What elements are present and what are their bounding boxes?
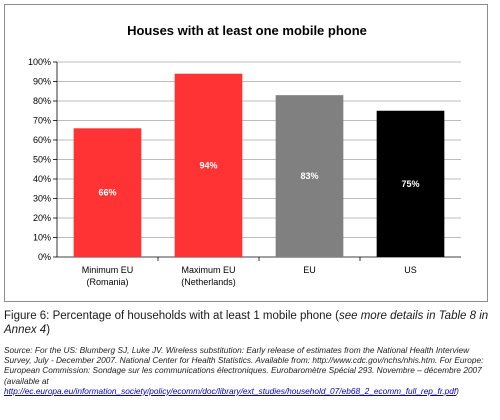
y-tick-label: 20% bbox=[33, 213, 51, 223]
y-tick-label: 100% bbox=[28, 57, 51, 67]
chart-title: Houses with at least one mobile phone bbox=[127, 23, 367, 38]
y-tick-label: 60% bbox=[33, 135, 51, 145]
y-tick-label: 0% bbox=[38, 252, 51, 262]
category-label: US bbox=[404, 265, 417, 275]
chart-frame: Houses with at least one mobile phone 0%… bbox=[4, 4, 488, 302]
data-label: 94% bbox=[199, 160, 217, 170]
data-label: 75% bbox=[401, 179, 419, 189]
source-link[interactable]: http://ec.europa.eu/information_society/… bbox=[4, 385, 457, 396]
bar bbox=[73, 128, 142, 257]
bar bbox=[275, 95, 344, 258]
y-tick-label: 10% bbox=[33, 233, 51, 243]
category-label: Minimum EU bbox=[82, 265, 134, 275]
data-label: 83% bbox=[300, 171, 318, 181]
category-label: (Netherlands) bbox=[181, 277, 236, 287]
y-tick-label: 50% bbox=[33, 155, 51, 165]
labels: 0% 10% 20% 30% 40% 50% 60% 70% 80% 90% 100% 66% Mini… bbox=[28, 57, 420, 287]
y-tick-label: 80% bbox=[33, 96, 51, 106]
source-note: Source: For the US: Blumberg SJ, Luke JV… bbox=[4, 345, 496, 396]
category-label: (Romania) bbox=[86, 277, 128, 287]
y-tick-label: 90% bbox=[33, 77, 51, 87]
category-label: Maximum EU bbox=[181, 265, 235, 275]
source-end: ) bbox=[456, 385, 459, 396]
data-label: 66% bbox=[98, 188, 116, 198]
bar bbox=[376, 110, 445, 257]
bar bbox=[174, 73, 243, 257]
caption-end: ) bbox=[46, 324, 51, 336]
y-tick-label: 40% bbox=[33, 174, 51, 184]
category-label: EU bbox=[303, 265, 316, 275]
bars bbox=[73, 73, 445, 258]
bar-chart: Houses with at least one mobile phone 0%… bbox=[28, 23, 461, 287]
source-text: Source: For the US: Blumberg SJ, Luke JV… bbox=[4, 345, 484, 386]
y-tick-label: 70% bbox=[33, 116, 51, 126]
figure-caption: Figure 6: Percentage of households with … bbox=[4, 309, 494, 337]
caption-main: Figure 6: Percentage of households with … bbox=[4, 310, 339, 322]
caption-italic: see more details in Table 8 in Annex 4 bbox=[4, 310, 489, 336]
y-tick-label: 30% bbox=[33, 194, 51, 204]
